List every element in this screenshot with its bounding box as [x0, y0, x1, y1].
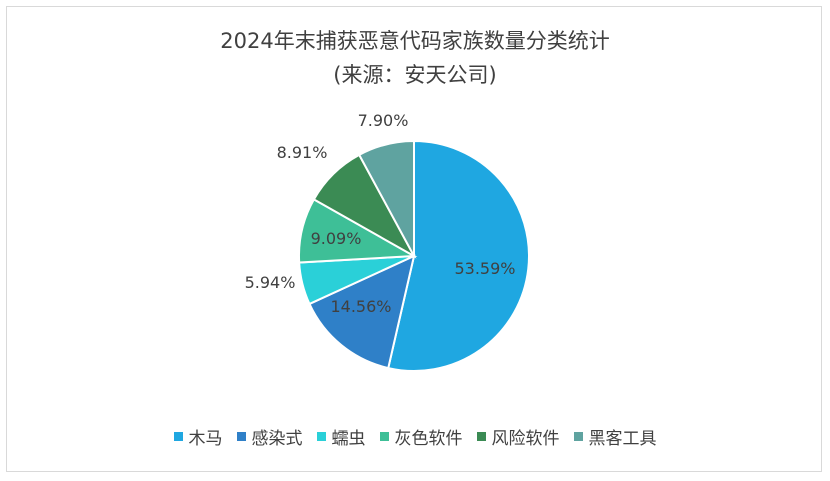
legend-swatch — [476, 432, 486, 441]
pie-slice-trojan — [387, 139, 530, 372]
legend-label: 木马 — [188, 429, 223, 449]
legend-item-grayware: 灰色软件 — [379, 424, 463, 449]
legend-swatch — [379, 432, 389, 441]
data-label-hacktool: 7.90% — [358, 111, 409, 130]
legend-label: 黑客工具 — [588, 429, 657, 449]
data-label-trojan: 53.59% — [454, 259, 515, 278]
legend-item-trojan: 木马 — [173, 424, 223, 449]
legend-label: 感染式 — [251, 429, 303, 449]
legend-swatch — [236, 432, 246, 441]
legend-item-riskware: 风险软件 — [476, 424, 560, 449]
chart-title: 2024年末捕获恶意代码家族数量分类统计 — [220, 29, 610, 53]
legend-label: 风险软件 — [491, 429, 560, 449]
legend-label: 蠕虫 — [331, 429, 366, 449]
legend-swatch — [173, 432, 183, 441]
legend-item-infector: 感染式 — [236, 424, 303, 449]
legend-swatch — [573, 432, 583, 441]
data-label-infector: 14.56% — [330, 297, 391, 316]
pie-slice-infector — [308, 254, 416, 370]
data-label-riskware: 8.91% — [277, 143, 328, 162]
chart-subtitle: (来源：安天公司) — [333, 63, 497, 87]
legend-item-hacktool: 黑客工具 — [573, 424, 657, 449]
pie-slice-hacktool — [357, 139, 415, 257]
data-label-grayware: 9.09% — [311, 229, 362, 248]
legend-swatch — [316, 432, 326, 441]
legend-item-worm: 蠕虫 — [316, 424, 366, 449]
legend-label: 灰色软件 — [394, 429, 463, 449]
data-label-worm: 5.94% — [245, 273, 296, 292]
legend: 木马 感染式 蠕虫 灰色软件 风险软件 黑客工具 — [0, 424, 830, 449]
